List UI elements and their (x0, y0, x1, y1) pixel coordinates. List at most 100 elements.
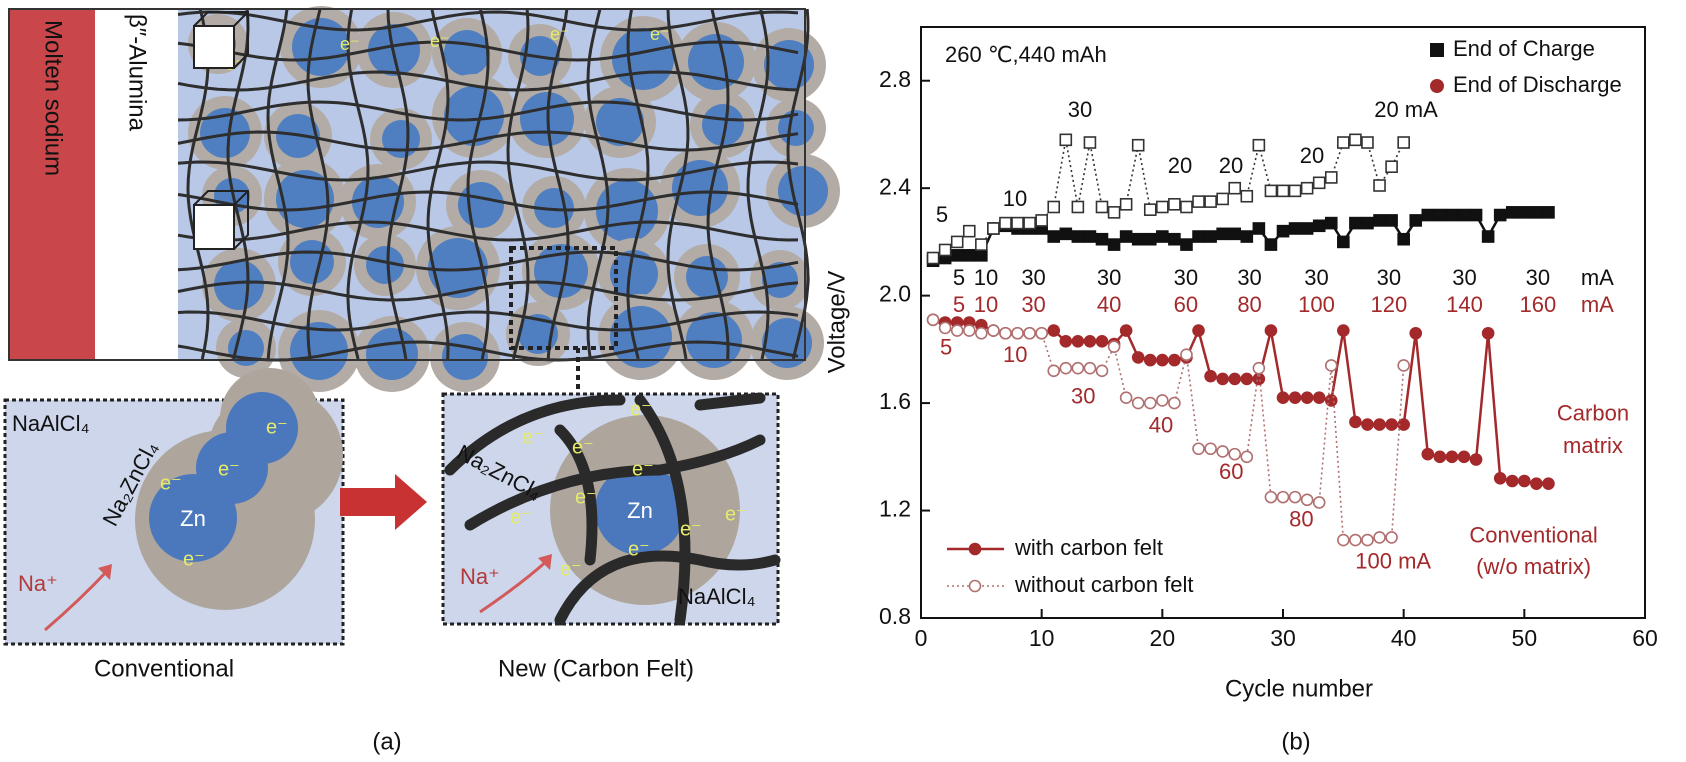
x-tick-label: 40 (1391, 625, 1417, 651)
marker (1119, 324, 1133, 337)
marker (1107, 206, 1121, 219)
marker (999, 216, 1012, 230)
particle-core (610, 250, 658, 298)
marker (1469, 208, 1483, 222)
marker (1300, 181, 1314, 195)
marker (1083, 361, 1097, 375)
electron: e⁻ (628, 538, 650, 560)
annotation: 20 mA (1374, 97, 1438, 122)
marker (1240, 230, 1254, 243)
fiber (177, 130, 799, 152)
marker (1059, 227, 1073, 241)
marker (1264, 324, 1278, 337)
fiber (746, 8, 770, 360)
carbon-mesh: e⁻e⁻e⁻e⁻e⁻ (177, 6, 840, 392)
marker (1023, 326, 1036, 340)
annotation: 10 (1003, 342, 1027, 367)
cell-border (8, 8, 806, 361)
marker (950, 235, 964, 249)
marker (1361, 418, 1374, 431)
marker (1228, 447, 1242, 461)
marker (1156, 200, 1169, 214)
marker (1542, 477, 1555, 490)
arrow (340, 474, 427, 530)
marker (1421, 447, 1435, 461)
marker (1385, 214, 1398, 227)
marker (1312, 176, 1326, 190)
annotation: Carbon (1557, 401, 1629, 426)
annotation: 60 (1174, 292, 1198, 317)
marker (1071, 361, 1085, 375)
marker (1228, 227, 1242, 241)
x-tick-label: 0 (915, 625, 928, 651)
annotation: 5 (936, 202, 948, 227)
fiber (306, 8, 330, 360)
marker (1156, 353, 1169, 367)
marker (1216, 192, 1229, 206)
annotation: 30 (1377, 265, 1401, 290)
electron: e⁻ (522, 426, 544, 448)
caption: Conventional (94, 655, 234, 682)
electron: e⁻ (560, 558, 582, 580)
electron: e⁻ (575, 486, 597, 508)
electron: e⁻ (218, 458, 240, 480)
marker (1373, 418, 1386, 431)
legend-marker (968, 542, 982, 556)
annotation: 140 (1446, 292, 1483, 317)
annotation: 80 (1289, 506, 1313, 531)
marker (1168, 198, 1181, 211)
cell-diagram: e⁻e⁻e⁻e⁻e⁻ Molten sodium β″-Alumina (8, 6, 840, 394)
marker (1481, 230, 1495, 243)
particle-core (610, 306, 672, 368)
annotation: Conventional (1469, 523, 1597, 548)
annotation: 20 (1219, 153, 1243, 178)
marker (975, 238, 988, 251)
marker (926, 251, 940, 265)
marker (1168, 353, 1181, 367)
marker (1288, 490, 1302, 504)
marker (1288, 222, 1302, 235)
marker (1324, 359, 1338, 372)
annotation: 30 (1068, 97, 1092, 122)
alumina-label: β″-Alumina (124, 14, 151, 132)
marker (1337, 136, 1350, 149)
fiber (506, 8, 530, 360)
particle-core (518, 314, 558, 354)
annotation: 30 (1097, 265, 1121, 290)
marker (950, 249, 964, 262)
fiber (626, 8, 650, 360)
legend-marker (1430, 79, 1444, 93)
annotation: 30 (1174, 265, 1198, 290)
annotation: 40 (1149, 412, 1173, 437)
marker (1228, 372, 1242, 386)
marker (1204, 442, 1217, 456)
marker (1035, 214, 1048, 227)
marker (1373, 179, 1386, 192)
marker (1493, 208, 1507, 222)
fiber (786, 8, 810, 360)
electrolyte-label: NaAlCl₄ (12, 411, 89, 436)
marker (987, 222, 1000, 235)
marker (1409, 214, 1423, 227)
marker (1276, 490, 1290, 504)
marker (962, 249, 976, 262)
particle-core (290, 322, 348, 380)
marker (1349, 216, 1362, 230)
x-axis-label: Cycle number (1225, 675, 1373, 702)
legend-marker (968, 579, 982, 593)
marker (1385, 531, 1398, 544)
marker (1143, 232, 1157, 246)
marker (1180, 348, 1193, 362)
marker (1312, 219, 1326, 233)
fiber (666, 8, 690, 360)
marker (1300, 493, 1314, 507)
marker (1530, 206, 1543, 219)
marker (1119, 198, 1133, 211)
particle-core (366, 246, 404, 284)
marker (1530, 477, 1543, 490)
marker (1252, 138, 1266, 152)
legend-label: End of Discharge (1453, 72, 1622, 97)
particle-core (596, 98, 644, 146)
marker (1216, 227, 1229, 241)
molten-label: Molten sodium (40, 20, 67, 176)
